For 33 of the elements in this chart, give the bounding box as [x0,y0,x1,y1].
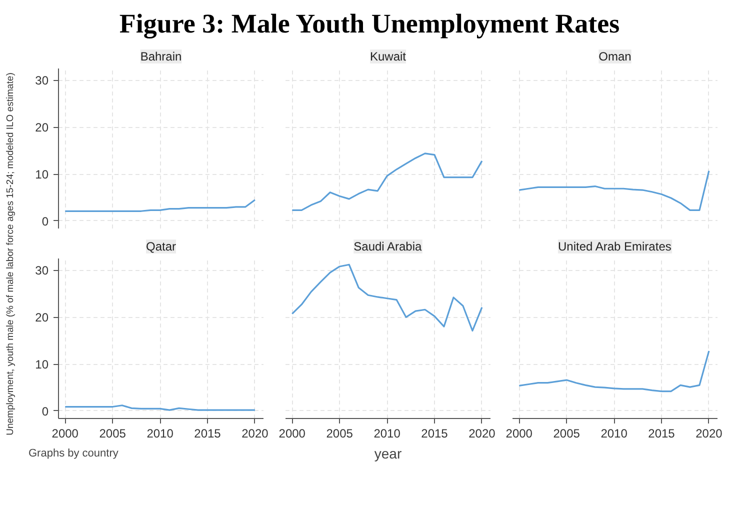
x-tick-label: 2000 [278,426,306,440]
x-tick-label: 2015 [648,426,676,440]
x-tick-label: 2020 [696,426,723,440]
x-tick-label: 2015 [194,426,222,440]
y-tick-label: 30 [35,264,49,278]
x-tick-label: 2005 [326,426,354,440]
y-axis-title: Unemployment, youth male (% of male labor force ages 15-24; modeled ILO estimate) [5,72,16,436]
x-tick-label: 2005 [553,426,580,440]
y-tick-label: 0 [42,404,49,418]
chart-title: Kuwait [370,50,407,64]
x-tick-label: 2015 [421,426,448,440]
x-tick-label: 2020 [468,426,496,440]
y-tick-label: 20 [35,310,49,325]
x-tick-label: 2010 [146,426,174,440]
y-tick-label: 30 [35,74,49,88]
caption: Figure 3: Male Youth Unemployment Rates [119,8,620,39]
chart-title: Qatar [146,240,176,254]
x-axis-title: year [374,446,402,462]
x-tick-label: 2000 [506,426,533,440]
y-tick-label: 10 [35,168,49,182]
chart-title: Oman [598,50,632,64]
text: Graphs by country [28,448,119,460]
x-tick-label: 2010 [600,426,628,440]
y-tick-label: 10 [35,358,49,372]
y-tick-label: 0 [42,214,49,228]
y-tick-label: 20 [35,120,49,135]
x-tick-label: 2010 [374,426,401,440]
x-tick-label: 2005 [99,426,126,440]
chart-title: Bahrain [140,50,182,64]
chart-title: Saudi Arabia [354,240,422,254]
chart-title: United Arab Emirates [558,240,672,254]
x-tick-label: 2020 [242,426,269,440]
x-tick-label: 2000 [52,426,79,440]
